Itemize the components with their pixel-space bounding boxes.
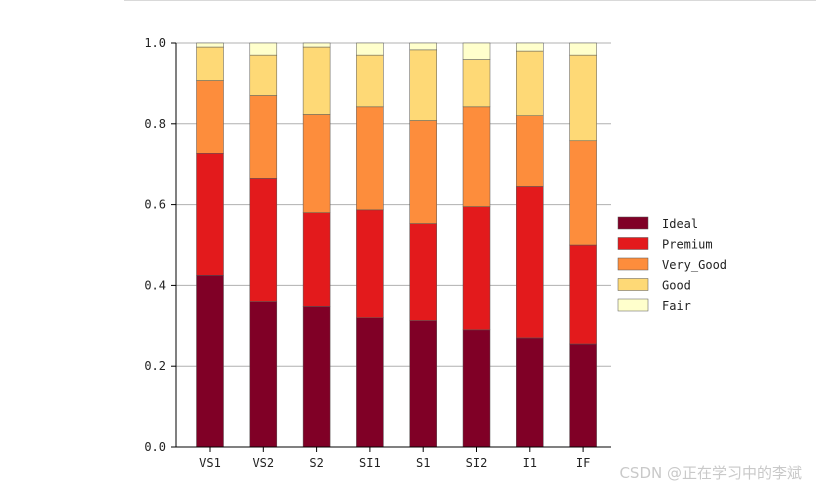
x-tick-label: VS1: [199, 456, 221, 470]
x-tick-label: S1: [416, 456, 430, 470]
legend-swatch-premium: [617, 237, 649, 250]
bar-segment-ideal: [196, 275, 224, 448]
y-tick-label: 0.4: [144, 278, 166, 292]
bar-segment-ideal: [516, 337, 544, 448]
bar-segment-fair: [409, 42, 437, 51]
y-tick-label: 0.0: [144, 440, 166, 454]
legend-swatch-good: [617, 278, 649, 291]
bar-segment-ideal: [302, 306, 331, 448]
bar-segment-good: [516, 50, 544, 116]
legend-label: Ideal: [662, 217, 698, 231]
bar-segment-premium: [249, 178, 278, 302]
bar-segment-ideal: [356, 317, 384, 448]
bar-segment-fair: [249, 42, 278, 56]
bar-segment-very-good: [409, 120, 437, 224]
x-tick-label: SI2: [466, 456, 488, 470]
bar-segment-premium: [356, 209, 384, 318]
bar-segment-ideal: [249, 301, 278, 448]
bar-segment-very-good: [356, 106, 384, 211]
bar-segment-fair: [569, 42, 597, 56]
legend-swatch-very-good: [617, 257, 649, 271]
legend-swatch-fair: [617, 298, 649, 312]
bar-segment-very-good: [569, 140, 597, 246]
bar-segment-good: [356, 54, 384, 108]
bar-segment-good: [196, 46, 224, 81]
y-tick-label: 0.8: [144, 117, 166, 131]
legend-label: Fair: [662, 299, 691, 313]
bar-segment-good: [302, 46, 331, 115]
x-tick-label: VS2: [252, 456, 274, 470]
x-tick-label: SI1: [359, 456, 381, 470]
bar-segment-premium: [516, 186, 544, 339]
bar-segment-very-good: [249, 95, 278, 179]
watermark: CSDN @正在学习中的李斌: [619, 464, 802, 482]
bar-segment-very-good: [196, 80, 224, 154]
bar-segment-good: [409, 49, 437, 121]
bar-segment-good: [462, 59, 491, 108]
y-tick-label: 0.2: [144, 359, 166, 373]
legend-swatch-ideal: [617, 216, 649, 230]
x-tick-label: S2: [309, 456, 323, 470]
top-divider: [124, 0, 816, 1]
bar-segment-fair: [516, 42, 544, 52]
bar-segment-ideal: [569, 343, 597, 448]
bar-segment-premium: [409, 223, 437, 321]
bar-segment-good: [569, 54, 597, 142]
bar-segment-very-good: [516, 115, 544, 187]
legend-label: Very_Good: [662, 258, 727, 272]
bar-segment-good: [249, 54, 278, 96]
bar-segment-premium: [569, 244, 597, 345]
bar-segment-fair: [302, 42, 331, 48]
x-tick-label: I1: [523, 456, 537, 470]
bar-segment-ideal: [462, 329, 491, 448]
bar-segment-premium: [302, 212, 331, 307]
bar-segment-fair: [356, 42, 384, 56]
bar-segment-very-good: [302, 114, 331, 213]
y-tick-label: 0.6: [144, 198, 166, 212]
bar-segment-very-good: [462, 106, 491, 207]
y-tick-label: 1.0: [144, 36, 166, 50]
bar-segment-premium: [462, 206, 491, 331]
bar-segment-ideal: [409, 320, 437, 448]
bar-segment-fair: [196, 42, 224, 48]
bar-segment-premium: [196, 153, 224, 276]
legend-label: Premium: [662, 238, 713, 252]
x-tick-label: IF: [576, 456, 590, 470]
bar-segment-fair: [462, 42, 491, 60]
legend-label: Good: [662, 279, 691, 293]
